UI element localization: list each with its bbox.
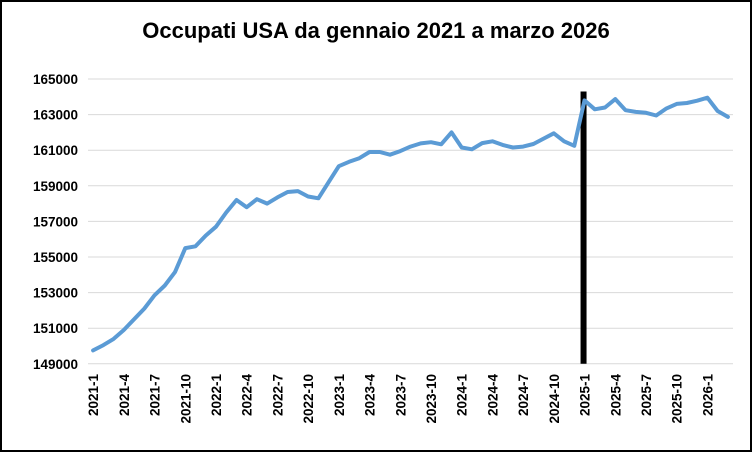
x-axis-labels: 2021-1 2021-4 2021-7 2021-10 2022-1 2022-4 202… — [86, 374, 715, 424]
x-tick-label: 2021-1 — [86, 374, 101, 417]
x-tick-label: 2022-7 — [270, 374, 285, 416]
chart-title: Occupati USA da gennaio 2021 a marzo 202… — [142, 18, 610, 43]
employment-line-series — [91, 95, 730, 353]
x-tick-label: 2024-4 — [485, 374, 500, 417]
x-tick-label: 2021-4 — [117, 374, 132, 417]
y-axis-labels: 149000 151000 153000 155000 157000 159000 1610… — [33, 72, 78, 372]
x-tick-label: 2025-7 — [639, 374, 654, 416]
y-tick-label: 149000 — [33, 357, 78, 372]
y-tick-label: 157000 — [33, 214, 78, 229]
x-tick-label: 2021-10 — [178, 374, 193, 424]
y-tick-label: 151000 — [33, 321, 78, 336]
y-tick-label: 163000 — [33, 108, 78, 123]
gridlines-layer — [88, 78, 733, 365]
employment-line-series-layer — [91, 95, 730, 353]
x-tick-label: 2024-10 — [547, 374, 562, 424]
x-tick-label: 2024-7 — [516, 374, 531, 416]
x-tick-label: 2022-1 — [209, 374, 224, 417]
y-tick-label: 153000 — [33, 286, 78, 301]
x-tick-label: 2025-10 — [670, 374, 685, 424]
x-tick-label: 2023-1 — [332, 374, 347, 417]
x-tick-label: 2024-1 — [455, 374, 470, 417]
y-tick-label: 165000 — [33, 72, 78, 87]
y-tick-label: 161000 — [33, 143, 78, 158]
x-tick-label: 2022-4 — [240, 374, 255, 417]
x-tick-label: 2026-1 — [700, 374, 715, 417]
x-tick-label: 2022-10 — [301, 374, 316, 424]
y-tick-label: 159000 — [33, 179, 78, 194]
x-tick-label: 2025-1 — [578, 374, 593, 417]
x-tick-label: 2023-7 — [393, 374, 408, 416]
x-tick-label: 2021-7 — [148, 374, 163, 416]
x-tick-label: 2025-4 — [608, 374, 623, 417]
x-tick-label: 2023-10 — [424, 374, 439, 424]
y-tick-label: 155000 — [33, 250, 78, 265]
x-tick-label: 2023-4 — [363, 374, 378, 417]
